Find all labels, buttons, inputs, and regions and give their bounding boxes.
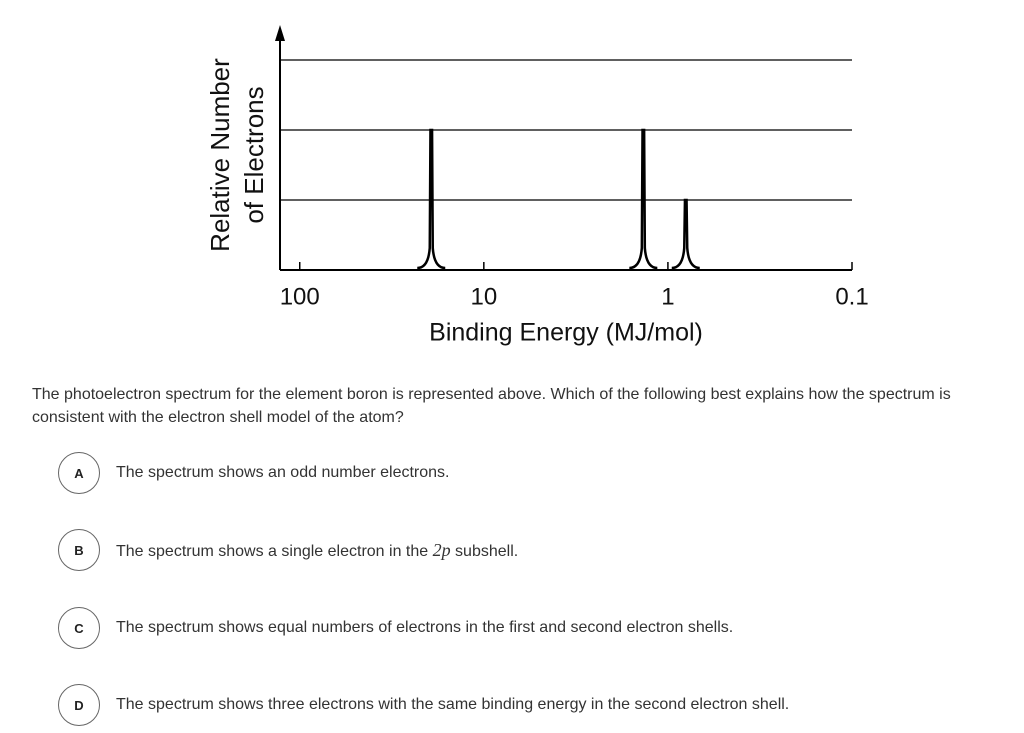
peak [417,128,446,270]
option-text-part: The spectrum shows equal numbers of elec… [116,619,734,636]
x-tick-label: 0.1 [835,283,868,310]
option-text: The spectrum shows an odd number electro… [116,464,450,482]
peak [629,128,658,270]
option-text: The spectrum shows a single electron in … [116,540,518,561]
y-axis-label: Relative Number [205,58,235,252]
question-text: The photoelectron spectrum for the eleme… [32,386,951,426]
option-letter[interactable]: C [58,607,100,649]
option-text-part: subshell. [450,542,519,560]
spectrum-chart: 100 10 1 0.1 Binding Energy (MJ/mol) Relative… [205,25,869,347]
option-text: The spectrum shows equal numbers of elec… [116,619,733,637]
answer-option[interactable]: A The spectrum shows an odd number electr… [58,451,450,495]
option-letter[interactable]: D [58,684,100,726]
x-tick-label: 100 [280,283,320,310]
answer-option[interactable]: C The spectrum shows equal numbers of ele… [58,606,733,650]
option-text-part: The spectrum shows an odd number electro… [116,464,450,481]
y-axis-label: of Electrons [239,86,269,223]
peak [671,198,700,270]
option-text-part: The spectrum shows a single electron in … [116,542,433,560]
option-letter[interactable]: B [58,529,100,571]
option-text: The spectrum shows three electrons with … [116,696,789,714]
x-tick-label: 1 [661,283,674,310]
x-axis-label: Binding Energy (MJ/mol) [429,319,703,347]
option-text-part: 2p [432,539,451,560]
x-tick-label: 10 [470,283,497,310]
answer-option[interactable]: B The spectrum shows a single electron in… [58,528,518,572]
y-axis-arrow [275,25,285,41]
option-text-part: The spectrum shows three electrons with … [116,696,790,713]
option-letter[interactable]: A [58,452,100,494]
answer-option[interactable]: D The spectrum shows three electrons with… [58,683,789,727]
